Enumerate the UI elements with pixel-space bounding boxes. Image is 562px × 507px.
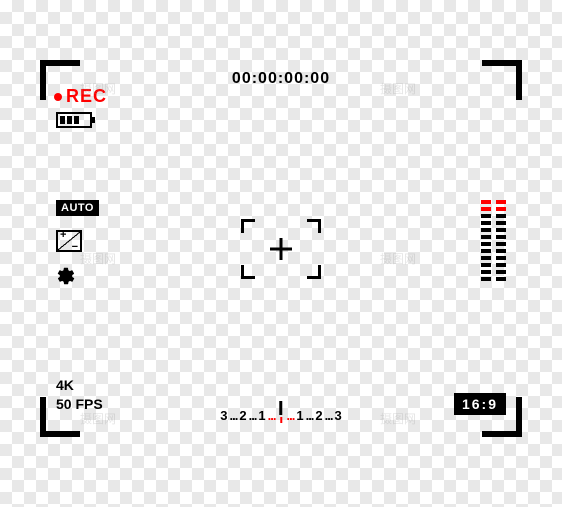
- level-segment: [481, 256, 491, 260]
- exposure-compensation-icon[interactable]: [56, 230, 82, 252]
- level-segment: [496, 242, 506, 246]
- scale-number: 2: [314, 408, 323, 423]
- level-segment: [496, 228, 506, 232]
- focus-corner: [241, 265, 255, 279]
- aspect-ratio-badge: 16:9: [454, 393, 506, 415]
- battery-icon: [56, 112, 92, 128]
- left-controls: AUTO: [56, 200, 99, 286]
- level-segment: [481, 263, 491, 267]
- level-segment: [496, 263, 506, 267]
- level-segment: [481, 277, 491, 281]
- scale-dots: ...: [267, 408, 277, 423]
- scale-dots: ...: [324, 408, 334, 423]
- scale-dots: ...: [305, 408, 315, 423]
- viewfinder-frame: 00:00:00:00 REC AUTO 4K 50 FPS 3...2...1…: [40, 60, 522, 437]
- level-segment: [496, 214, 506, 218]
- battery-bar: [67, 116, 72, 124]
- level-segment: [481, 270, 491, 274]
- level-segment: [496, 221, 506, 225]
- timecode-display: 00:00:00:00: [232, 70, 330, 88]
- focus-distance-scale: 3...2...1......1...2...3: [219, 401, 342, 423]
- level-channel: [481, 200, 491, 281]
- level-segment: [481, 221, 491, 225]
- level-segment: [496, 270, 506, 274]
- battery-bar: [60, 116, 65, 124]
- resolution-line2: 50 FPS: [56, 395, 103, 415]
- level-segment: [481, 207, 491, 211]
- scale-number: 1: [295, 408, 304, 423]
- level-segment: [496, 277, 506, 281]
- scale-number: 1: [257, 408, 266, 423]
- crosshair-icon: [280, 238, 283, 260]
- focus-corner: [307, 219, 321, 233]
- level-segment: [481, 228, 491, 232]
- level-segment: [496, 235, 506, 239]
- level-segment: [481, 214, 491, 218]
- focus-corner: [307, 265, 321, 279]
- level-segment: [496, 256, 506, 260]
- level-channel: [496, 200, 506, 281]
- auto-badge: AUTO: [56, 200, 99, 216]
- scale-number: 2: [238, 408, 247, 423]
- level-segment: [496, 207, 506, 211]
- gear-icon[interactable]: [56, 266, 76, 286]
- level-segment: [496, 200, 506, 204]
- scale-dots: ...: [286, 408, 296, 423]
- rec-indicator: REC: [54, 86, 107, 107]
- focus-target: [241, 219, 321, 279]
- scale-number: 3: [334, 408, 343, 423]
- level-segment: [496, 249, 506, 253]
- scale-center-tick: [277, 401, 286, 423]
- rec-label: REC: [66, 86, 107, 107]
- scale-number: 3: [219, 408, 228, 423]
- scale-dots: ...: [229, 408, 239, 423]
- resolution-line1: 4K: [56, 376, 103, 396]
- resolution-display: 4K 50 FPS: [56, 376, 103, 415]
- corner-top-right: [482, 60, 522, 100]
- level-segment: [481, 235, 491, 239]
- level-segment: [481, 200, 491, 204]
- scale-dots: ...: [248, 408, 258, 423]
- focus-corner: [241, 219, 255, 233]
- rec-dot-icon: [54, 93, 62, 101]
- battery-bar: [74, 116, 79, 124]
- audio-level-meter: [481, 200, 506, 281]
- level-segment: [481, 249, 491, 253]
- level-segment: [481, 242, 491, 246]
